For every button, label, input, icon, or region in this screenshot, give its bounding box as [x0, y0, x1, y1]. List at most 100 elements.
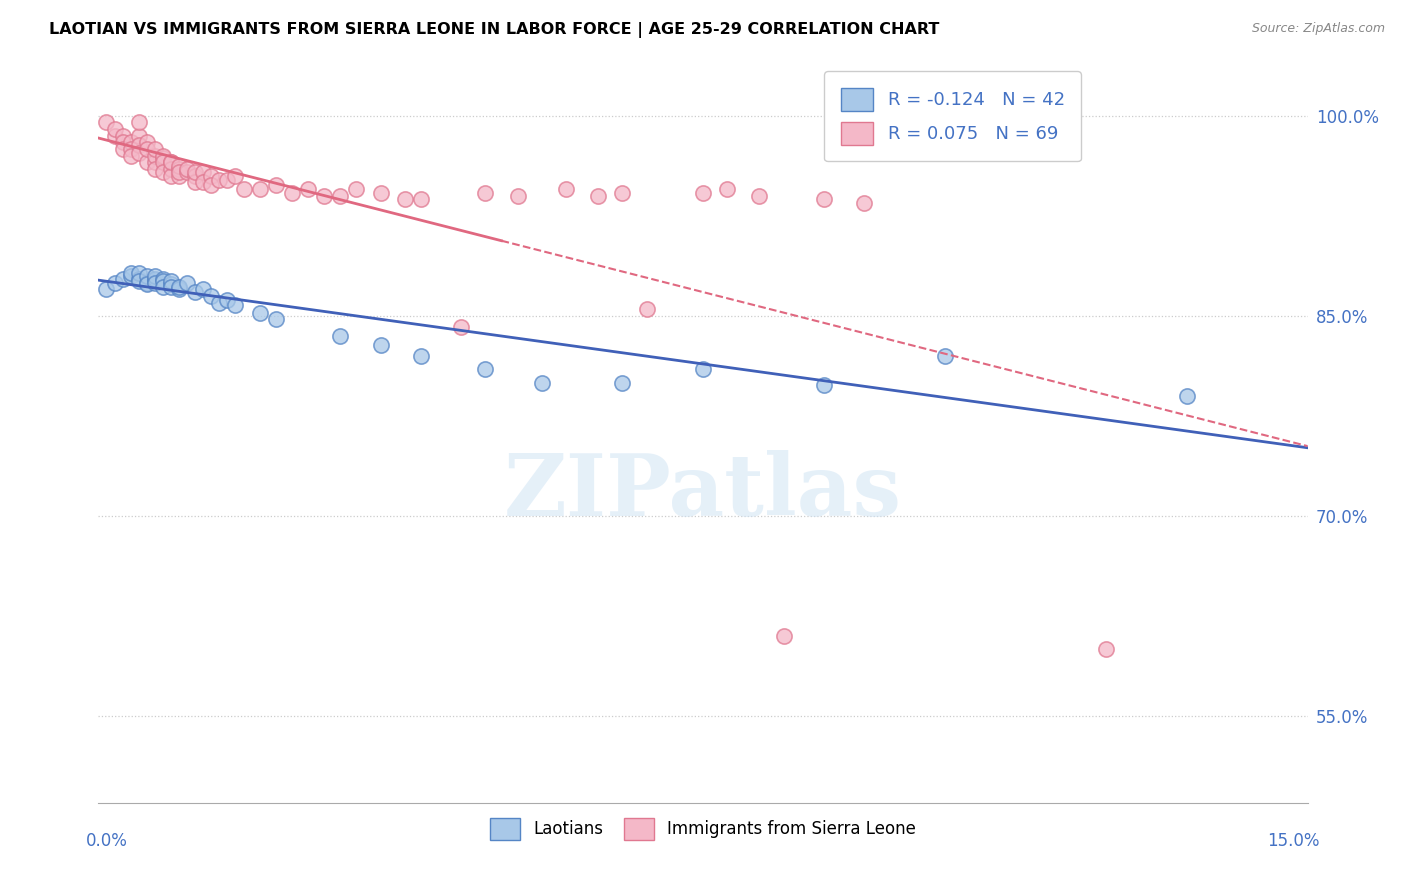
Point: [111, 142, 134, 156]
Point: [128, 271, 150, 285]
Point: [474, 362, 496, 376]
Point: [264, 311, 287, 326]
Point: [176, 165, 198, 179]
Point: [111, 271, 134, 285]
Point: [103, 128, 125, 143]
Point: [96, 282, 118, 296]
Point: [612, 376, 634, 390]
Point: [200, 289, 222, 303]
Point: [167, 169, 190, 183]
Point: [111, 128, 134, 143]
Point: [409, 192, 432, 206]
Point: [103, 122, 125, 136]
Point: [853, 195, 876, 210]
Point: [176, 162, 198, 177]
Text: LAOTIAN VS IMMIGRANTS FROM SIERRA LEONE IN LABOR FORCE | AGE 25-29 CORRELATION C: LAOTIAN VS IMMIGRANTS FROM SIERRA LEONE …: [49, 22, 939, 38]
Point: [120, 266, 142, 280]
Point: [193, 176, 215, 190]
Point: [208, 173, 231, 187]
Point: [128, 115, 150, 129]
Point: [1175, 389, 1198, 403]
Point: [394, 192, 416, 206]
Point: [167, 282, 190, 296]
Point: [135, 136, 157, 150]
Point: [120, 142, 142, 156]
Point: [692, 362, 714, 376]
Point: [450, 319, 472, 334]
Point: [128, 266, 150, 280]
Point: [224, 169, 246, 183]
Point: [329, 329, 352, 343]
Point: [167, 165, 190, 179]
Point: [143, 271, 166, 285]
Point: [314, 189, 336, 203]
Point: [143, 274, 166, 288]
Point: [103, 276, 125, 290]
Point: [96, 115, 118, 129]
Point: [128, 274, 150, 288]
Point: [370, 338, 392, 352]
Text: 0.0%: 0.0%: [86, 832, 128, 850]
Point: [135, 276, 157, 290]
Point: [249, 182, 271, 196]
Point: [135, 268, 157, 283]
Point: [184, 169, 207, 183]
Point: [167, 279, 190, 293]
Point: [152, 155, 174, 169]
Point: [249, 306, 271, 320]
Point: [111, 136, 134, 150]
Point: [232, 182, 254, 196]
Point: [135, 277, 157, 291]
Point: [120, 149, 142, 163]
Point: [152, 274, 174, 288]
Point: [128, 128, 150, 143]
Point: [160, 155, 183, 169]
Point: [200, 169, 222, 183]
Point: [409, 349, 432, 363]
Text: ZIPatlas: ZIPatlas: [503, 450, 903, 533]
Point: [160, 169, 183, 183]
Point: [120, 136, 142, 150]
Legend: Laotians, Immigrants from Sierra Leone: Laotians, Immigrants from Sierra Leone: [484, 812, 922, 847]
Point: [193, 165, 215, 179]
Text: Source: ZipAtlas.com: Source: ZipAtlas.com: [1251, 22, 1385, 36]
Point: [184, 165, 207, 179]
Point: [636, 302, 658, 317]
Point: [160, 274, 183, 288]
Point: [152, 279, 174, 293]
Point: [474, 186, 496, 201]
Point: [692, 186, 714, 201]
Point: [135, 142, 157, 156]
Point: [160, 155, 183, 169]
Point: [176, 276, 198, 290]
Point: [193, 282, 215, 296]
Point: [297, 182, 319, 196]
Point: [152, 149, 174, 163]
Point: [934, 349, 956, 363]
Point: [813, 378, 835, 392]
Point: [143, 155, 166, 169]
Point: [167, 160, 190, 174]
Point: [143, 149, 166, 163]
Point: [128, 138, 150, 153]
Point: [224, 298, 246, 312]
Point: [264, 178, 287, 193]
Point: [160, 279, 183, 293]
Point: [281, 186, 304, 201]
Point: [1095, 642, 1118, 657]
Point: [200, 178, 222, 193]
Point: [748, 189, 770, 203]
Point: [329, 189, 352, 203]
Point: [152, 165, 174, 179]
Point: [143, 276, 166, 290]
Point: [217, 173, 239, 187]
Point: [555, 182, 578, 196]
Point: [813, 192, 835, 206]
Point: [772, 629, 794, 643]
Point: [135, 155, 157, 169]
Point: [506, 189, 529, 203]
Point: [208, 295, 231, 310]
Point: [143, 142, 166, 156]
Point: [217, 293, 239, 307]
Point: [586, 189, 609, 203]
